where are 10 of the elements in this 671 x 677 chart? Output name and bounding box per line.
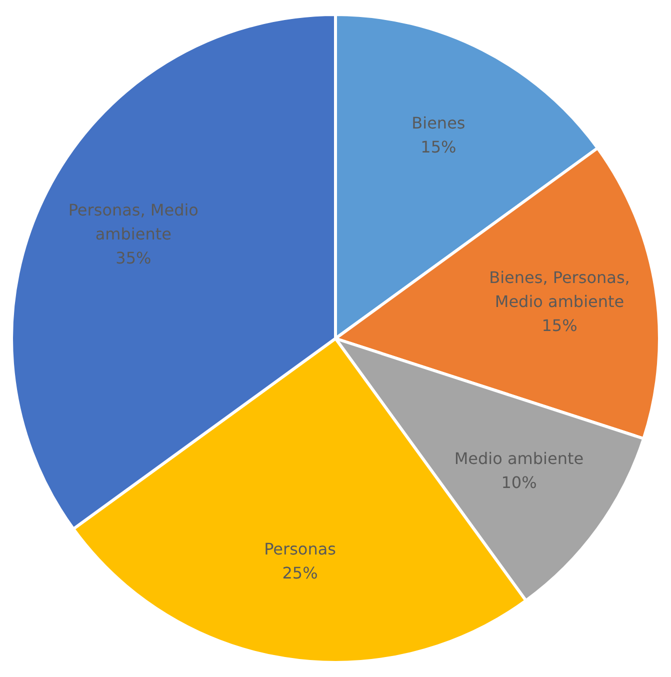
data-label: 35% — [116, 248, 152, 268]
data-label: 25% — [282, 564, 318, 583]
slice-label: Personas, Medio ambiente — [68, 200, 198, 244]
slice-label: Bienes, Personas, Medio ambiente — [489, 268, 630, 312]
slice-label: Medio ambiente — [454, 448, 584, 468]
slice-label: Personas — [264, 540, 336, 559]
slice-label: Bienes — [412, 114, 466, 133]
data-label: 10% — [501, 472, 537, 492]
data-label: 15% — [542, 316, 578, 336]
data-label: 15% — [420, 138, 456, 157]
